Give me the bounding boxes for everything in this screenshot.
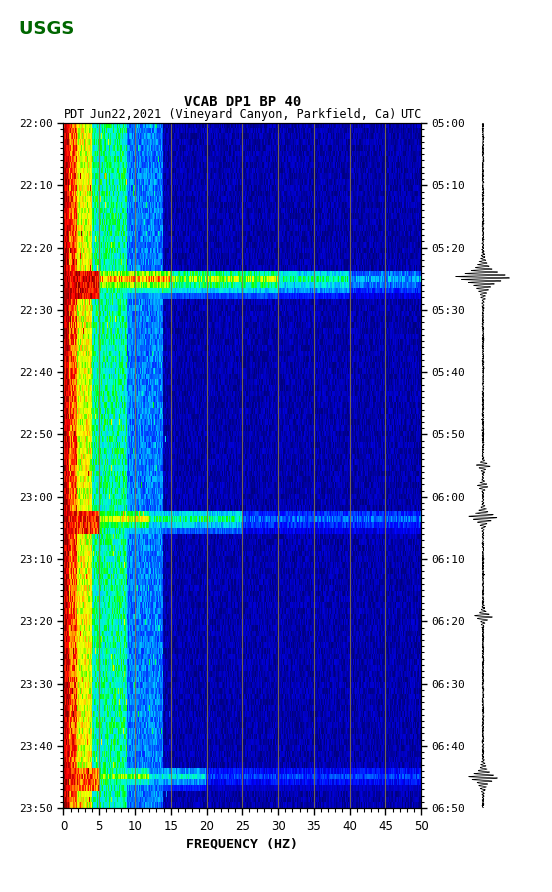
Text: Jun22,2021 (Vineyard Canyon, Parkfield, Ca): Jun22,2021 (Vineyard Canyon, Parkfield, … bbox=[89, 108, 396, 121]
Text: VCAB DP1 BP 40: VCAB DP1 BP 40 bbox=[184, 95, 301, 109]
Text: USGS: USGS bbox=[10, 20, 75, 37]
Text: UTC: UTC bbox=[400, 108, 421, 121]
Text: PDT: PDT bbox=[63, 108, 85, 121]
X-axis label: FREQUENCY (HZ): FREQUENCY (HZ) bbox=[187, 837, 298, 850]
